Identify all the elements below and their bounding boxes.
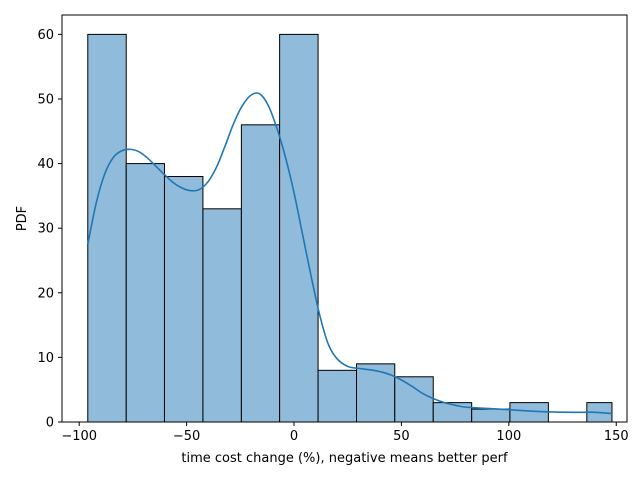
y-tick-label: 10 bbox=[37, 351, 54, 366]
x-tick-label: 100 bbox=[496, 429, 521, 444]
y-tick-label: 20 bbox=[37, 286, 54, 301]
histogram-bar bbox=[163, 176, 204, 423]
histogram-bar bbox=[394, 376, 434, 423]
histogram-bar bbox=[317, 369, 358, 423]
histogram-bar bbox=[356, 363, 396, 423]
histogram-bar bbox=[125, 163, 165, 423]
x-tick-label: 150 bbox=[604, 429, 629, 444]
y-axis-label: PDF bbox=[15, 206, 30, 231]
histogram-bar bbox=[432, 402, 473, 423]
histogram-bar bbox=[471, 408, 511, 423]
x-tick-label: 50 bbox=[393, 429, 410, 444]
x-tick-label: −50 bbox=[173, 429, 200, 444]
x-axis-label: time cost change (%), negative means bet… bbox=[181, 451, 508, 466]
kde-curve bbox=[86, 92, 613, 415]
bars-group bbox=[87, 33, 613, 423]
x-tick-label: 0 bbox=[290, 429, 298, 444]
histogram-bar bbox=[279, 33, 319, 423]
plot-frame bbox=[61, 14, 628, 423]
y-tick-label: 60 bbox=[37, 28, 54, 43]
y-tick-label: 0 bbox=[46, 416, 54, 431]
histogram-bar bbox=[202, 208, 242, 423]
y-tick-label: 30 bbox=[37, 222, 54, 237]
histogram-bar bbox=[240, 124, 281, 423]
x-axis-ticks: −100 −50 0 50 100 150 bbox=[61, 422, 629, 444]
y-axis-ticks: 0 10 20 30 40 50 60 bbox=[37, 28, 62, 431]
histogram-bar bbox=[87, 33, 127, 423]
y-tick-label: 40 bbox=[37, 157, 54, 172]
y-tick-label: 50 bbox=[37, 92, 54, 107]
x-tick-label: −100 bbox=[61, 429, 97, 444]
